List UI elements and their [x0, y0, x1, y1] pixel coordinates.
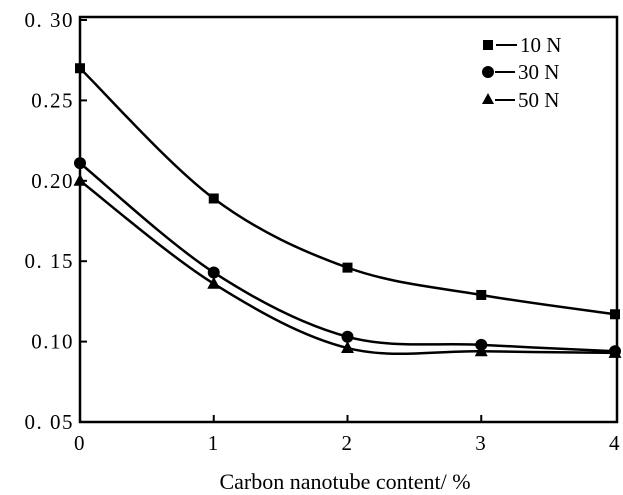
- legend-label-10-n: 10 N: [520, 33, 561, 57]
- legend-marker-square: [483, 40, 493, 50]
- x-tick-label-2: 2: [342, 431, 354, 455]
- x-axis-label: Carbon nanotube content/ %: [219, 469, 470, 494]
- legend-label-30-n: 30 N: [518, 60, 559, 84]
- y-tick-label-2: 0. 15: [25, 249, 75, 273]
- axis-ticks: [80, 20, 481, 422]
- point-10-n-3: [476, 290, 486, 300]
- y-tick-label-5: 0. 30: [25, 8, 75, 32]
- y-tick-label-3: 0.20: [31, 169, 74, 193]
- y-tick-label-0: 0. 05: [25, 410, 75, 434]
- point-10-n-4: [610, 309, 620, 319]
- point-30-n-0: [74, 157, 86, 169]
- x-tick-label-0: 0: [74, 431, 86, 455]
- point-30-n-1: [208, 266, 220, 278]
- legend: 10 N 30 N 50 N: [482, 33, 561, 112]
- y-tick-label-1: 0.10: [31, 330, 74, 354]
- point-10-n-1: [209, 193, 219, 203]
- y-tick-label-4: 0.25: [31, 88, 74, 112]
- legend-label-50-n: 50 N: [518, 88, 559, 112]
- x-tick-label-3: 3: [475, 431, 487, 455]
- x-tick-label-4: 4: [609, 431, 621, 455]
- point-50-n-1: [207, 277, 220, 289]
- legend-marker-circle: [482, 66, 494, 78]
- legend-marker-triangle: [482, 93, 494, 104]
- x-tick-label-1: 1: [208, 431, 220, 455]
- point-10-n-0: [75, 63, 85, 73]
- point-30-n-2: [342, 331, 354, 343]
- series-line-30-n: [80, 163, 615, 351]
- point-10-n-2: [343, 263, 353, 273]
